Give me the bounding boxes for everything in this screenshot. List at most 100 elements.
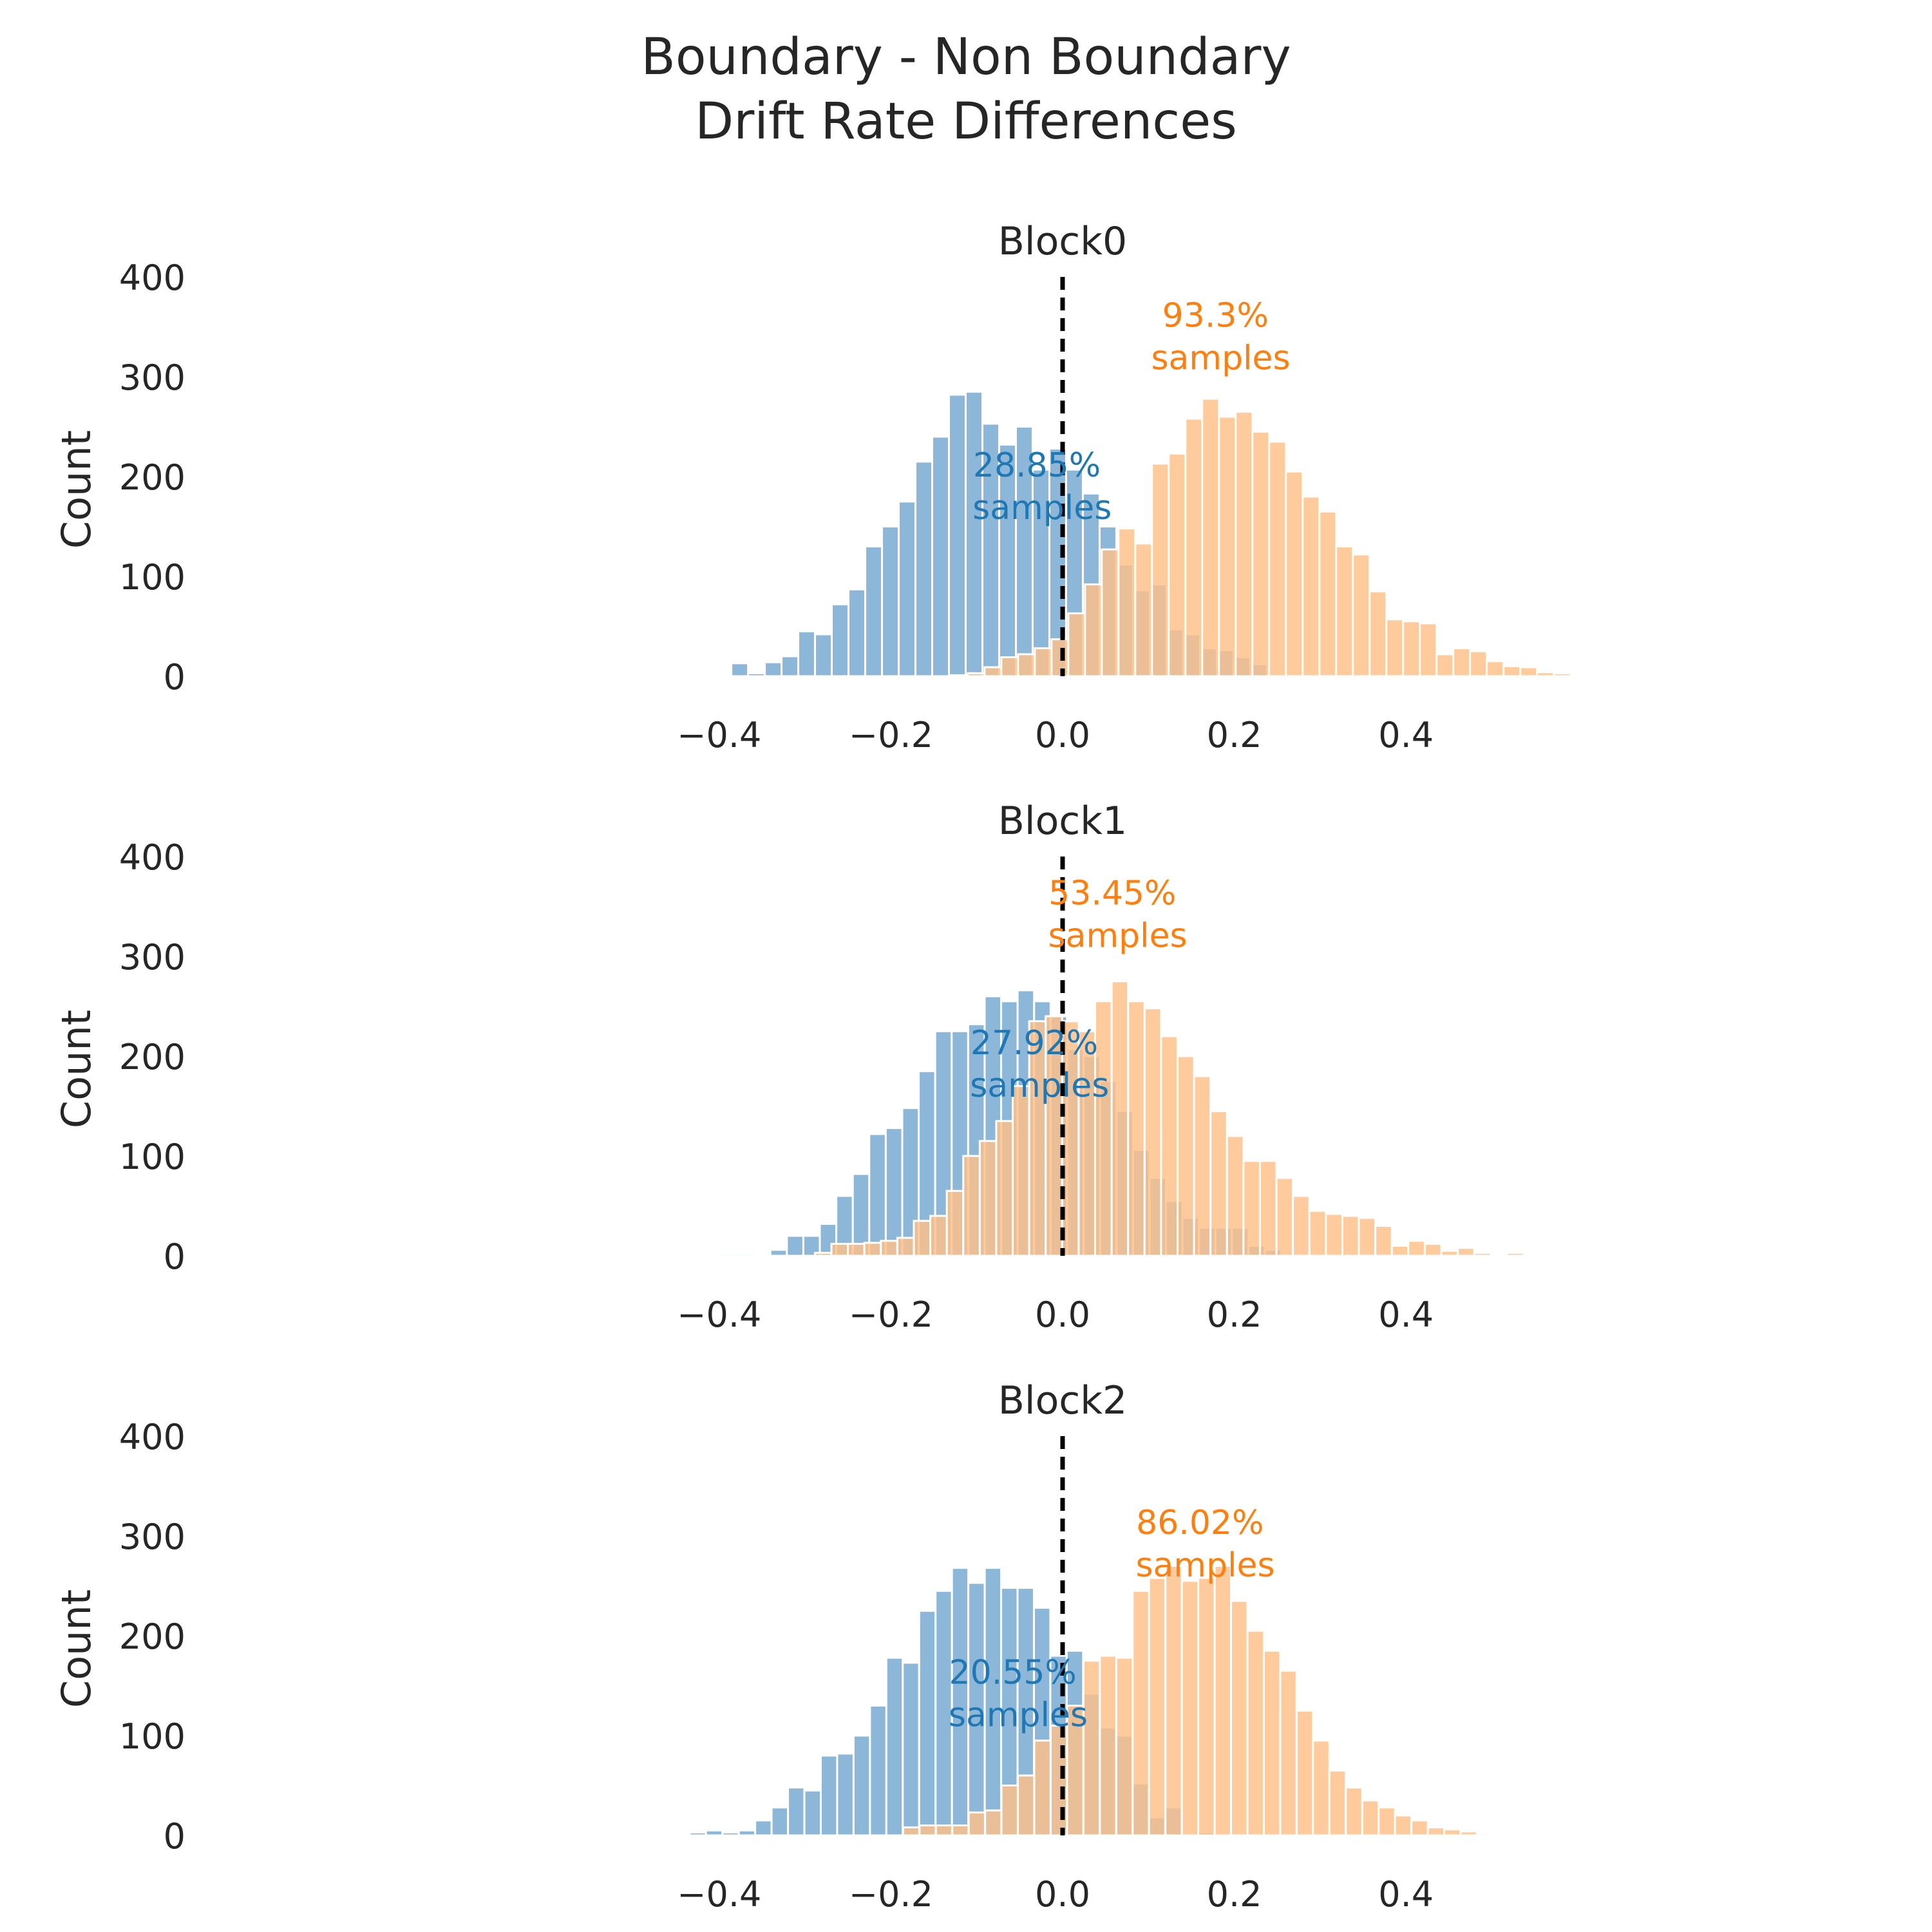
x-tick-label: −0.4 [677, 715, 761, 755]
histogram-bar [1358, 1217, 1377, 1257]
histogram-bar [1285, 470, 1304, 677]
histogram-bar [1012, 1085, 1030, 1257]
histogram-bar [1352, 553, 1371, 677]
y-tick-label: 200 [119, 1616, 185, 1657]
y-tick-label: 100 [119, 1716, 185, 1757]
histogram-bar [1134, 542, 1153, 677]
histogram-bar [934, 1824, 954, 1837]
histogram-bar [1385, 618, 1405, 677]
series-orange [902, 1565, 1495, 1837]
histogram-bar [1318, 510, 1338, 677]
subplot-block0: Block0 Count 0 100 200 300 400 −0.4 −0.2 0.0 0.2 0.… [53, 219, 1572, 755]
histogram-bar [1335, 545, 1354, 677]
y-tick-label: 0 [164, 1236, 185, 1277]
histogram-bar [1435, 653, 1455, 677]
histogram-bar [819, 1754, 838, 1837]
histogram-bar [1235, 410, 1254, 677]
histogram-bar [1410, 1819, 1429, 1837]
histogram-bar [1094, 1000, 1113, 1257]
histogram-bar [1452, 647, 1472, 677]
histogram-bar [1539, 1253, 1558, 1257]
x-tick-label: 0.4 [1378, 715, 1434, 755]
histogram-bar [983, 666, 1003, 677]
histogram-bar [962, 1155, 981, 1257]
histogram-bar [965, 390, 983, 677]
percent-annotation: 86.02% samples [1125, 1504, 1275, 1585]
histogram-bar [1258, 1160, 1278, 1257]
histogram-bar [1522, 1253, 1542, 1257]
percent-annotation: 28.85% samples [962, 446, 1112, 527]
x-tick-label: −0.2 [849, 1294, 933, 1335]
series-orange [950, 397, 1572, 677]
histogram-bar [1502, 665, 1522, 677]
percent-annotation: 27.92% samples [960, 1024, 1110, 1105]
histogram-bar [719, 1253, 739, 1257]
y-tick-label: 100 [119, 1137, 185, 1177]
histogram-bar [705, 1829, 724, 1837]
histogram-bar [1553, 672, 1572, 677]
histogram-bar [1394, 1814, 1413, 1837]
histogram-bar [863, 1242, 882, 1257]
histogram-bar [918, 1609, 937, 1837]
histogram-bar [847, 1242, 866, 1257]
histogram-bar [1168, 452, 1187, 677]
x-tick-label: −0.4 [677, 1294, 761, 1335]
series-orange [813, 980, 1575, 1257]
histogram-bar [1230, 1600, 1249, 1837]
histogram-bar [931, 435, 951, 677]
histogram-bar [814, 633, 833, 677]
x-tick-label: 0.0 [1035, 1294, 1090, 1335]
y-tick-label: 100 [119, 557, 185, 598]
histogram-bar [803, 1789, 822, 1837]
histogram-bar [1160, 1035, 1179, 1257]
histogram-bar [1295, 1709, 1314, 1837]
histogram-bar [786, 1235, 804, 1257]
histogram-bar [737, 1829, 757, 1837]
histogram-bar [1469, 650, 1488, 677]
y-tick-label: 0 [164, 1816, 185, 1857]
histogram-bar [914, 460, 934, 677]
histogram-bar [885, 1656, 904, 1837]
histogram-bar [1426, 1826, 1446, 1837]
histogram-bar [967, 1811, 987, 1837]
histogram-bar [852, 1734, 871, 1837]
histogram-bar [1000, 1785, 1019, 1837]
histogram-bar [948, 393, 967, 677]
y-tick-label: 200 [119, 1037, 185, 1077]
y-tick-label: 200 [119, 457, 185, 498]
histogram-bar [1402, 620, 1421, 677]
histogram-bar [1045, 1015, 1063, 1257]
histogram-bar [1246, 1629, 1265, 1837]
histogram-bar [1457, 1247, 1475, 1257]
histogram-bar [1213, 1565, 1233, 1837]
histogram-bar [896, 1236, 915, 1257]
subplots: Block0 Count 0 100 200 300 400 −0.4 −0.2 0.0 0.2 0.… [53, 219, 1575, 1915]
histogram-bar [1345, 1786, 1363, 1837]
histogram-bar [1127, 1000, 1146, 1257]
x-tick-label: 0.0 [1035, 1874, 1090, 1915]
x-tick-label: −0.2 [849, 715, 933, 755]
percent-annotation: 93.3% samples [1141, 297, 1291, 378]
y-axis-label: Count [53, 1589, 100, 1708]
histogram-bar [1486, 660, 1505, 677]
x-tick-label: 0.4 [1378, 1294, 1434, 1335]
histogram-bar [1475, 1832, 1495, 1837]
histogram-bar [831, 603, 850, 677]
histogram-bar [929, 1215, 948, 1257]
histogram-bar [1164, 1565, 1183, 1837]
histogram-bar [848, 588, 867, 677]
histogram-bar [1197, 1577, 1216, 1837]
histogram-bar [864, 545, 884, 677]
histogram-bar [1490, 1253, 1508, 1257]
histogram-bar [984, 1809, 1003, 1837]
histogram-bar [1101, 548, 1120, 677]
histogram-bar [1209, 1110, 1228, 1257]
histogram-bar [983, 1567, 1003, 1837]
histogram-bar [1218, 415, 1237, 677]
histogram-bar [1084, 583, 1103, 677]
histogram-bar [1110, 980, 1130, 1257]
histogram-bar [978, 1140, 998, 1257]
histogram-bar [1067, 612, 1086, 677]
histogram-bar [951, 1824, 970, 1837]
y-tick-label: 300 [119, 1517, 185, 1557]
